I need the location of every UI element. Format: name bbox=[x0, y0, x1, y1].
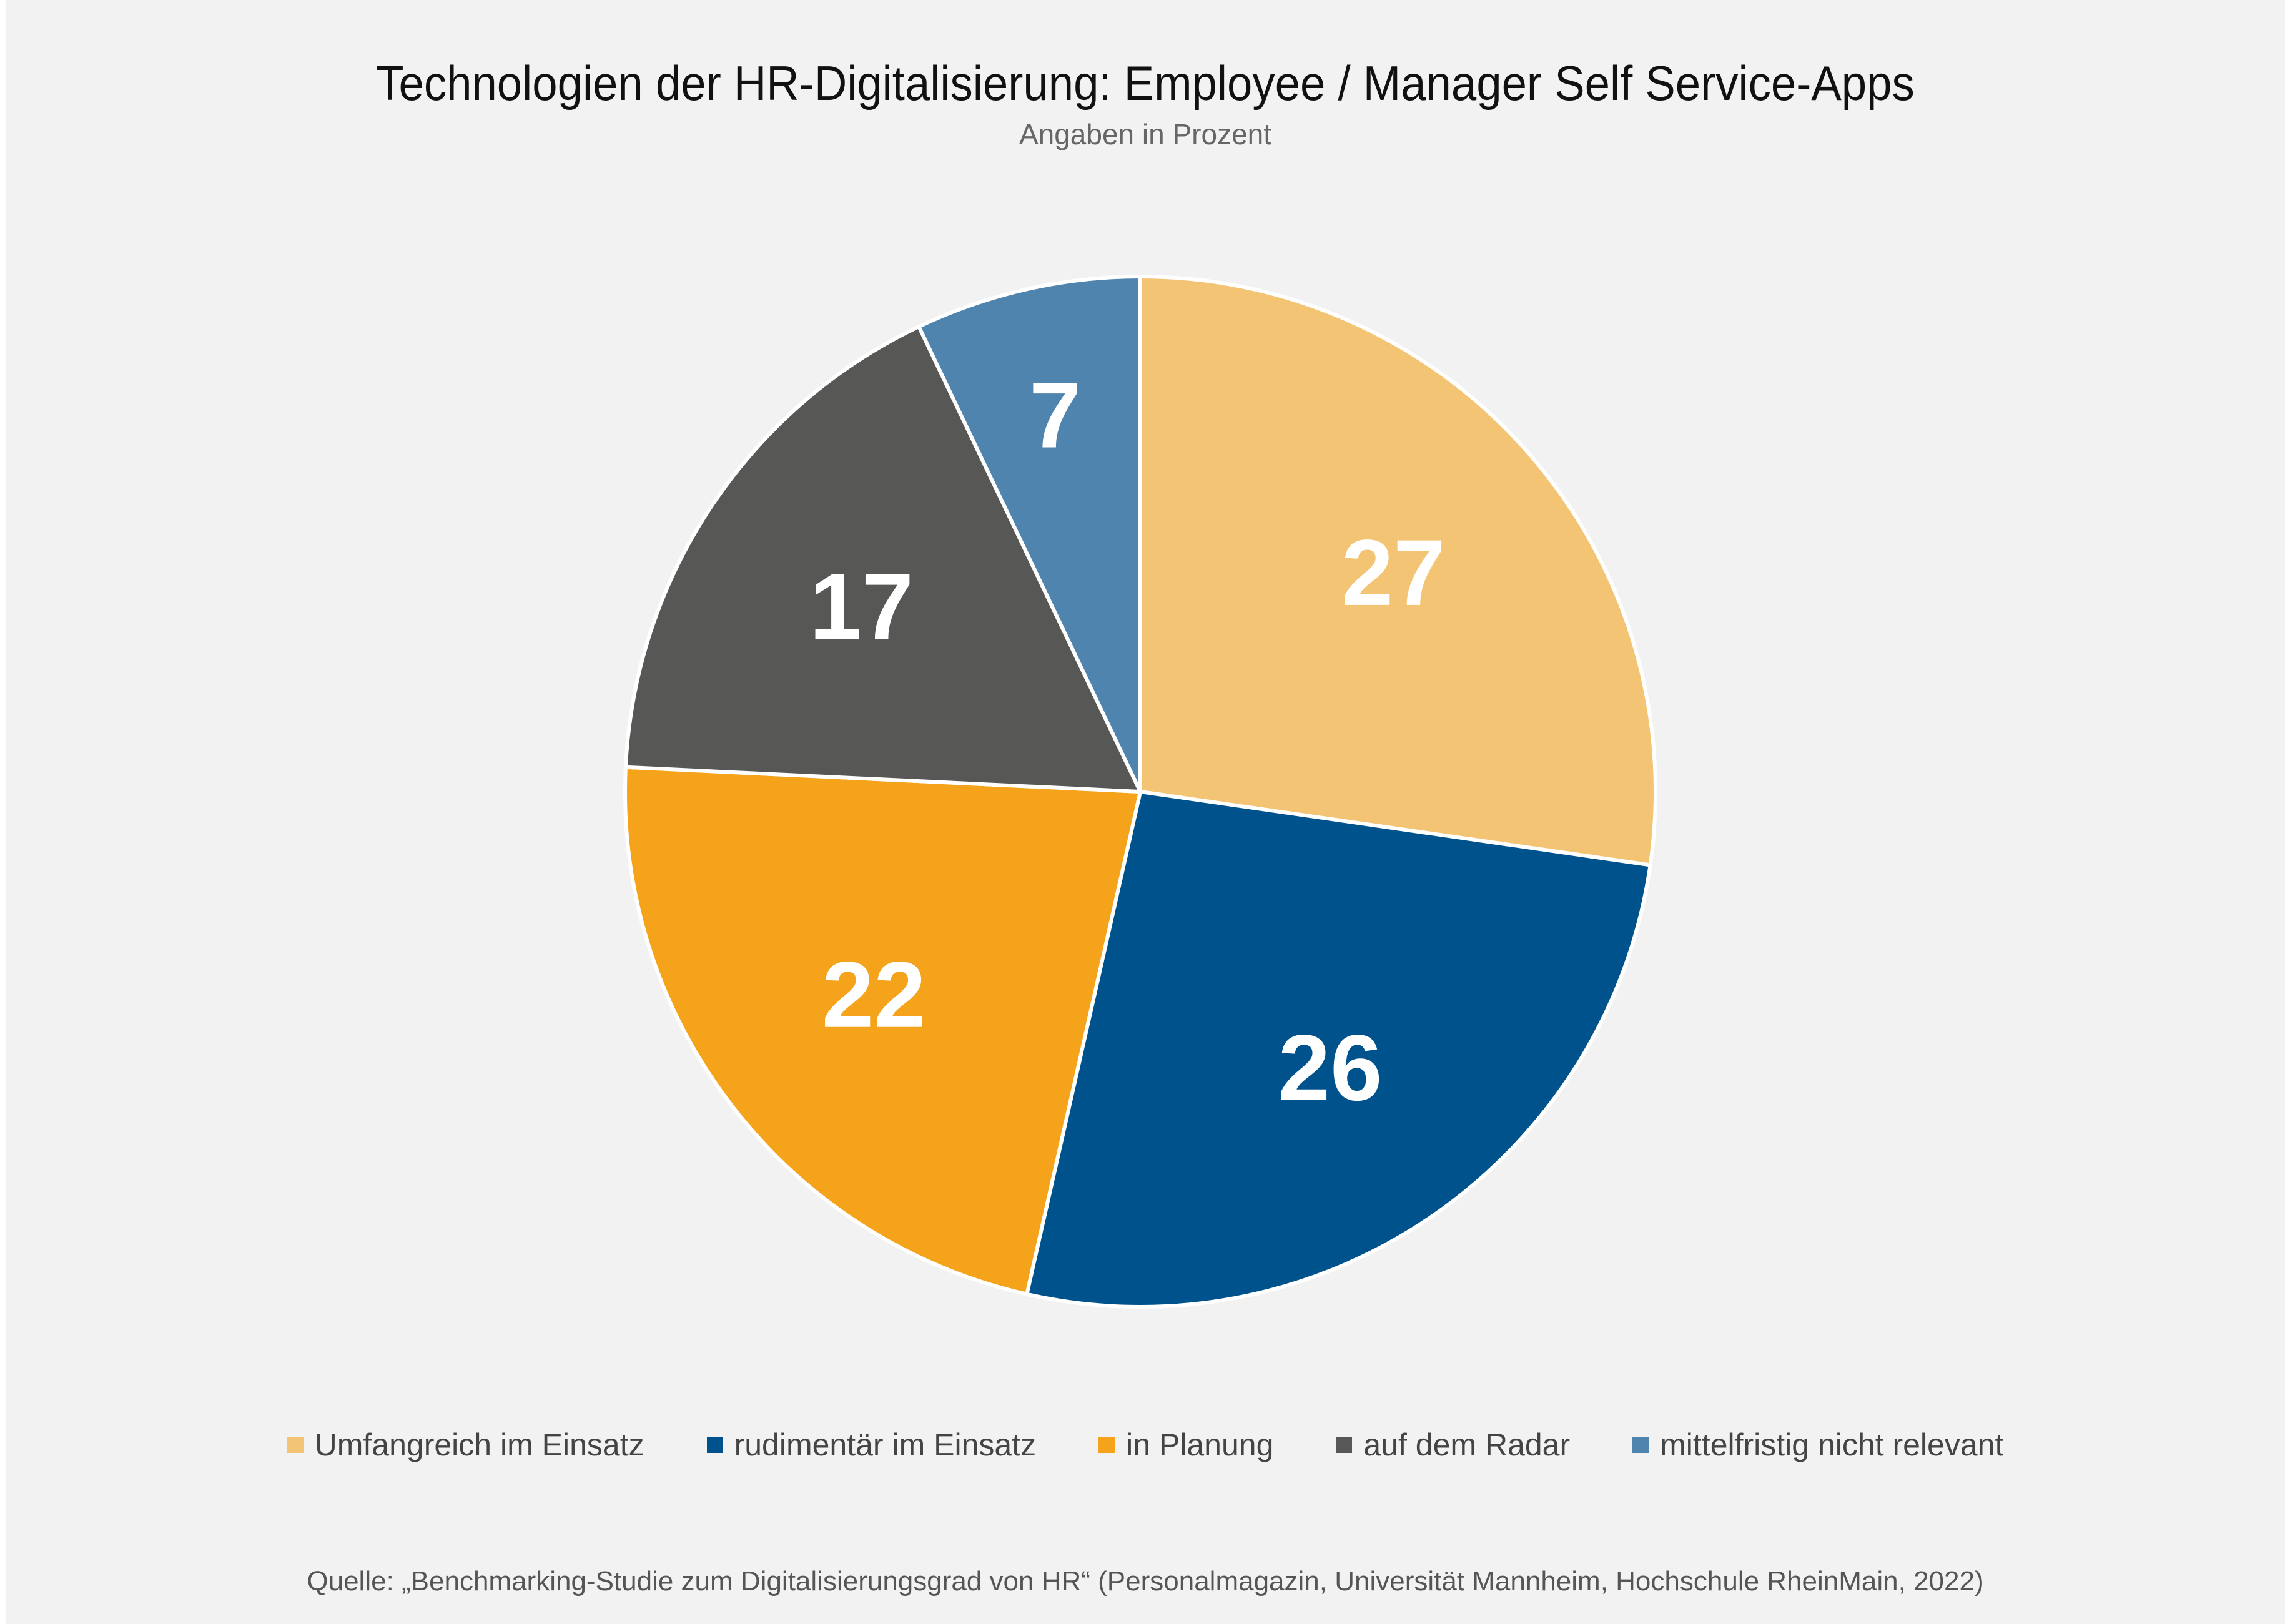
legend-item-rudimentaer: rudimentär im Einsatz bbox=[706, 1427, 1037, 1463]
legend-label: mittelfristig nicht relevant bbox=[1660, 1427, 2004, 1462]
legend-item-nicht-relevant: mittelfristig nicht relevant bbox=[1632, 1427, 2003, 1463]
data-label-rudimentaer: 26 bbox=[1278, 1015, 1383, 1120]
chart-subtitle: Angaben in Prozent bbox=[1019, 118, 1272, 150]
legend-swatch bbox=[1632, 1437, 1649, 1453]
data-label-nicht-relevant: 7 bbox=[1029, 362, 1081, 467]
legend-swatch bbox=[706, 1437, 723, 1453]
pie-slice-planung bbox=[623, 765, 1142, 1296]
legend-swatch bbox=[1336, 1437, 1353, 1453]
chart-canvas: Technologien der HR-Digitalisierung: Emp… bbox=[6, 0, 2285, 1624]
chart-legend: Umfangreich im Einsatz rudimentär im Eins… bbox=[6, 1427, 2285, 1463]
legend-label: auf dem Radar bbox=[1363, 1427, 1571, 1462]
legend-item-umfangreich: Umfangreich im Einsatz bbox=[287, 1427, 644, 1463]
pie-slice-radar bbox=[623, 325, 1142, 794]
legend-swatch bbox=[287, 1437, 304, 1453]
legend-label: Umfangreich im Einsatz bbox=[314, 1427, 644, 1462]
chart-title: Technologien der HR-Digitalisierung: Emp… bbox=[376, 56, 1915, 111]
legend-label: in Planung bbox=[1126, 1427, 1274, 1462]
legend-label: rudimentär im Einsatz bbox=[734, 1427, 1037, 1462]
pie-chart: 27 26 22 17 7 bbox=[623, 275, 1657, 1309]
data-label-radar: 17 bbox=[809, 554, 914, 659]
source-note: Quelle: „Benchmarking-Studie zum Digital… bbox=[307, 1566, 1984, 1597]
legend-item-planung: in Planung bbox=[1098, 1427, 1273, 1463]
legend-item-radar: auf dem Radar bbox=[1336, 1427, 1570, 1463]
data-label-umfangreich: 27 bbox=[1341, 520, 1446, 625]
pie-slice-umfangreich bbox=[1138, 275, 1657, 867]
legend-swatch bbox=[1098, 1437, 1115, 1453]
pie-slice-rudimentaer bbox=[1025, 790, 1652, 1309]
data-label-planung: 22 bbox=[822, 942, 926, 1047]
pie-slice-nicht-relevant bbox=[917, 275, 1142, 794]
